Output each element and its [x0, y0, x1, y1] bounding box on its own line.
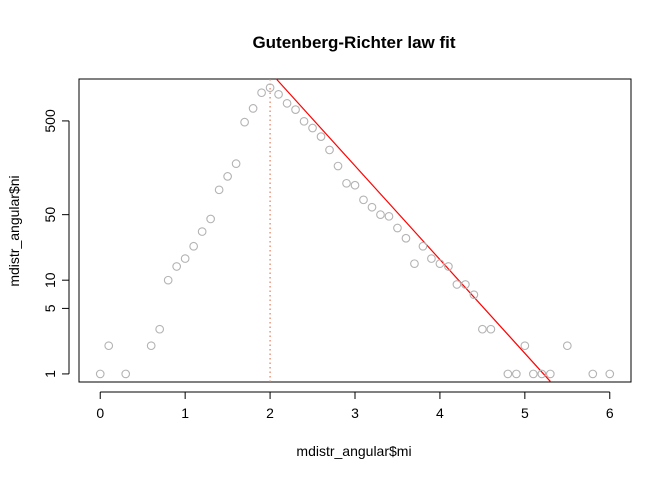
data-point [325, 145, 334, 155]
data-point [367, 202, 377, 212]
data-point [163, 275, 173, 285]
data-point [512, 369, 521, 379]
data-point [333, 161, 343, 171]
data-point [342, 178, 351, 188]
x-axis-label: mdistr_angular$mi [296, 443, 411, 459]
x-axis: 0 1 2 3 4 5 6 [96, 391, 614, 421]
data-point [393, 223, 402, 233]
data-point [299, 116, 309, 126]
data-point [95, 369, 105, 379]
data-point [359, 195, 368, 205]
x-tick-label: 6 [606, 405, 614, 421]
data-point [155, 324, 165, 334]
x-tick-label: 2 [266, 405, 274, 421]
data-point [588, 369, 598, 379]
data-point [384, 211, 394, 221]
data-point [461, 280, 470, 289]
data-point [503, 369, 513, 379]
data-point [520, 341, 530, 351]
plot-frame [78, 78, 632, 383]
data-point [316, 132, 326, 141]
data-point [562, 341, 572, 351]
data-point [350, 180, 360, 190]
chart-title: Gutenberg-Richter law fit [252, 33, 455, 52]
data-point [206, 214, 215, 224]
data-point [214, 185, 224, 195]
data-point [376, 210, 385, 220]
data-point [121, 369, 131, 379]
data-point [189, 241, 198, 251]
data-point [146, 341, 156, 351]
data-point [469, 290, 479, 300]
data-point [248, 104, 258, 113]
data-point [291, 105, 300, 114]
data-point [104, 341, 114, 351]
data-points [95, 83, 615, 379]
data-marks [95, 78, 615, 382]
data-point [418, 241, 428, 251]
y-axis: 1 5 10 50 500 [42, 109, 70, 378]
y-tick-label: 50 [42, 207, 58, 223]
data-point [172, 262, 182, 271]
fit-line [275, 78, 551, 382]
x-tick-label: 0 [96, 405, 104, 421]
data-point [308, 123, 317, 133]
data-point [605, 369, 615, 379]
data-point [231, 159, 241, 169]
data-point [282, 98, 292, 108]
data-point [197, 227, 207, 236]
data-point [401, 233, 411, 243]
y-tick-label: 10 [42, 272, 58, 288]
x-tick-label: 1 [181, 405, 189, 421]
y-tick-label: 1 [42, 370, 58, 378]
data-point [486, 324, 496, 334]
data-point [274, 90, 283, 99]
data-point [257, 88, 266, 98]
y-tick-label: 5 [42, 304, 58, 312]
data-point [452, 280, 462, 289]
data-point [444, 262, 453, 271]
data-point [528, 369, 538, 379]
data-point [435, 259, 445, 269]
y-axis-label: mdistr_angular$ni [6, 175, 22, 286]
data-point [223, 172, 232, 181]
y-tick-label: 500 [42, 109, 58, 133]
data-point [545, 369, 555, 379]
x-tick-label: 5 [521, 405, 529, 421]
data-point [180, 254, 190, 263]
data-point [427, 254, 436, 263]
data-point [410, 259, 419, 269]
x-tick-label: 3 [351, 405, 359, 421]
x-tick-label: 4 [436, 405, 444, 421]
data-point [240, 117, 249, 127]
data-point [478, 324, 487, 334]
data-point [537, 369, 547, 379]
data-point [265, 83, 275, 93]
